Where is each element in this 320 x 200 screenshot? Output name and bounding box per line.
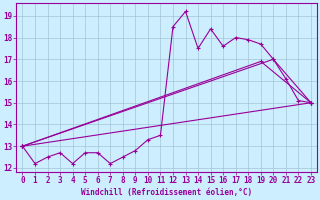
X-axis label: Windchill (Refroidissement éolien,°C): Windchill (Refroidissement éolien,°C) [81,188,252,197]
